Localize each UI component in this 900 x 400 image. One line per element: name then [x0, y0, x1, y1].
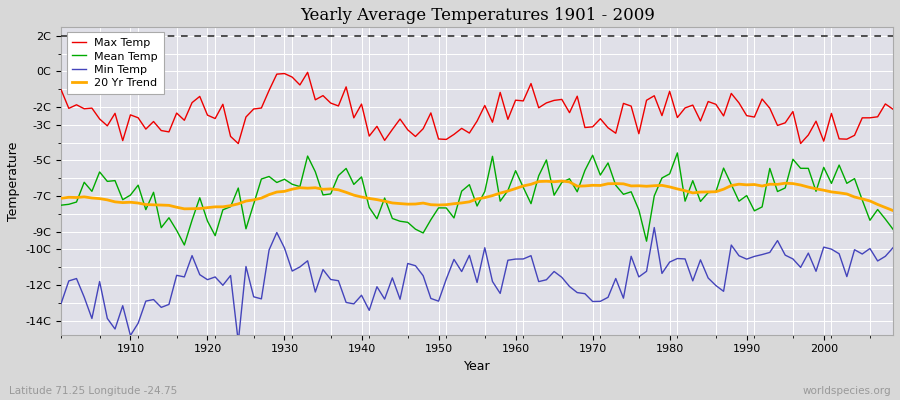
20 Yr Trend [502, 189, 513, 194]
Min Temp [510, 257, 521, 262]
20 Yr Trend [287, 187, 298, 192]
Mean Temp [510, 168, 521, 173]
Min Temp [56, 301, 67, 306]
Min Temp [233, 340, 244, 344]
Max Temp [233, 141, 244, 146]
Mean Temp [294, 184, 305, 189]
Max Temp [618, 101, 629, 106]
20 Yr Trend [333, 188, 344, 192]
Mean Temp [887, 227, 898, 232]
Mean Temp [610, 183, 621, 188]
Max Temp [887, 107, 898, 112]
20 Yr Trend [117, 200, 128, 205]
Mean Temp [56, 203, 67, 208]
Max Temp [518, 98, 528, 103]
Legend: Max Temp, Mean Temp, Min Temp, 20 Yr Trend: Max Temp, Mean Temp, Min Temp, 20 Yr Tre… [67, 32, 164, 94]
Max Temp [526, 81, 536, 86]
20 Yr Trend [610, 181, 621, 186]
Max Temp [56, 87, 67, 92]
Min Temp [649, 225, 660, 230]
Line: 20 Yr Trend: 20 Yr Trend [61, 181, 893, 210]
Max Temp [302, 70, 313, 75]
Min Temp [294, 264, 305, 269]
Min Temp [518, 256, 528, 261]
Min Temp [341, 300, 352, 305]
Mean Temp [117, 197, 128, 202]
Mean Temp [341, 166, 352, 171]
Line: Min Temp: Min Temp [61, 228, 893, 342]
Mean Temp [518, 185, 528, 190]
Text: Latitude 71.25 Longitude -24.75: Latitude 71.25 Longitude -24.75 [9, 386, 177, 396]
Max Temp [348, 116, 359, 120]
20 Yr Trend [56, 196, 67, 201]
20 Yr Trend [510, 186, 521, 191]
Max Temp [294, 82, 305, 87]
Line: Max Temp: Max Temp [61, 72, 893, 144]
20 Yr Trend [887, 208, 898, 213]
20 Yr Trend [556, 179, 567, 184]
Max Temp [117, 138, 128, 143]
Min Temp [610, 276, 621, 281]
Y-axis label: Temperature: Temperature [7, 141, 20, 220]
Title: Yearly Average Temperatures 1901 - 2009: Yearly Average Temperatures 1901 - 2009 [300, 7, 654, 24]
Mean Temp [179, 242, 190, 247]
X-axis label: Year: Year [464, 360, 490, 373]
Min Temp [117, 303, 128, 308]
Line: Mean Temp: Mean Temp [61, 153, 893, 245]
Min Temp [887, 245, 898, 250]
Text: worldspecies.org: worldspecies.org [803, 386, 891, 396]
Mean Temp [672, 150, 683, 155]
